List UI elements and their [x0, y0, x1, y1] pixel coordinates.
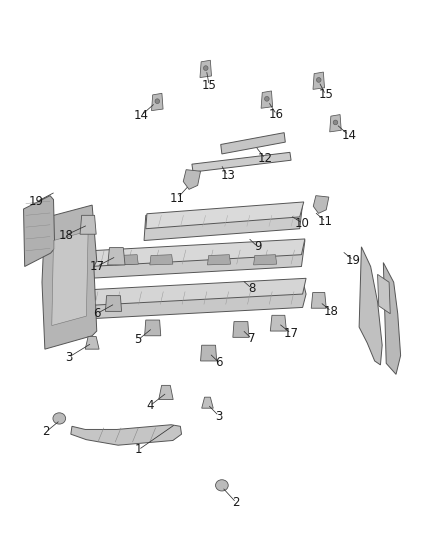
Polygon shape	[42, 205, 97, 349]
Polygon shape	[71, 425, 181, 445]
Polygon shape	[270, 316, 286, 331]
Text: 14: 14	[341, 128, 356, 142]
Ellipse shape	[155, 99, 159, 103]
Text: 2: 2	[42, 425, 50, 438]
Ellipse shape	[316, 78, 321, 82]
Ellipse shape	[203, 66, 208, 70]
Polygon shape	[383, 263, 401, 374]
Text: 4: 4	[146, 399, 154, 413]
Polygon shape	[52, 231, 88, 326]
Text: 13: 13	[220, 169, 235, 182]
Polygon shape	[192, 152, 291, 172]
Polygon shape	[200, 60, 212, 78]
Polygon shape	[80, 215, 96, 234]
Polygon shape	[89, 239, 305, 266]
Polygon shape	[89, 240, 305, 278]
Polygon shape	[106, 296, 122, 311]
Text: 15: 15	[318, 88, 333, 101]
Polygon shape	[330, 115, 341, 132]
Ellipse shape	[215, 480, 228, 491]
Polygon shape	[254, 255, 277, 265]
Polygon shape	[144, 204, 303, 240]
Text: 15: 15	[202, 79, 217, 92]
Polygon shape	[24, 196, 55, 266]
Polygon shape	[159, 385, 173, 400]
Polygon shape	[311, 293, 326, 308]
Text: 8: 8	[248, 282, 255, 295]
Text: 9: 9	[254, 240, 261, 253]
Polygon shape	[115, 255, 138, 265]
Ellipse shape	[333, 120, 338, 125]
Polygon shape	[261, 91, 272, 108]
Text: 11: 11	[170, 191, 185, 205]
Text: 1: 1	[134, 443, 142, 456]
Polygon shape	[201, 345, 217, 361]
Text: 19: 19	[29, 196, 44, 208]
Text: 18: 18	[324, 305, 339, 318]
Polygon shape	[79, 280, 306, 319]
Polygon shape	[85, 336, 99, 349]
Text: 3: 3	[65, 351, 73, 364]
Text: 17: 17	[89, 260, 104, 273]
Ellipse shape	[53, 413, 66, 424]
Text: 16: 16	[269, 108, 284, 121]
Text: 18: 18	[59, 229, 74, 241]
Text: 6: 6	[215, 356, 223, 369]
Text: 14: 14	[134, 109, 148, 122]
Polygon shape	[145, 320, 161, 336]
Text: 2: 2	[233, 496, 240, 509]
Text: 12: 12	[258, 152, 272, 165]
Text: 11: 11	[318, 215, 333, 228]
Text: 10: 10	[295, 217, 310, 230]
Polygon shape	[183, 169, 201, 189]
Polygon shape	[146, 202, 304, 229]
Polygon shape	[108, 248, 125, 265]
Text: 19: 19	[346, 254, 361, 266]
Polygon shape	[81, 278, 306, 306]
Polygon shape	[313, 72, 325, 90]
Polygon shape	[150, 255, 173, 265]
Text: 5: 5	[134, 333, 142, 346]
Polygon shape	[313, 196, 329, 213]
Polygon shape	[378, 274, 390, 314]
Text: 3: 3	[215, 409, 223, 423]
Polygon shape	[152, 93, 163, 111]
Polygon shape	[233, 321, 249, 337]
Ellipse shape	[265, 96, 269, 101]
Text: 6: 6	[93, 307, 100, 320]
Polygon shape	[202, 397, 213, 408]
Polygon shape	[359, 247, 382, 365]
Text: 7: 7	[248, 333, 256, 345]
Polygon shape	[221, 133, 285, 154]
Polygon shape	[208, 255, 230, 265]
Text: 17: 17	[283, 327, 299, 340]
